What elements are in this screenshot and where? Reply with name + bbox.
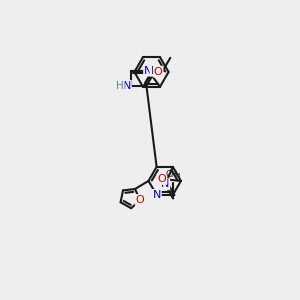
Text: N: N — [122, 81, 131, 91]
Text: O: O — [154, 67, 163, 77]
Text: N: N — [144, 65, 152, 76]
Text: N: N — [152, 190, 161, 200]
Text: N: N — [161, 179, 169, 189]
Text: O: O — [158, 174, 166, 184]
Text: H: H — [116, 81, 124, 91]
Text: CH₃: CH₃ — [165, 169, 181, 178]
Text: N: N — [151, 65, 159, 76]
Text: O: O — [136, 195, 144, 205]
